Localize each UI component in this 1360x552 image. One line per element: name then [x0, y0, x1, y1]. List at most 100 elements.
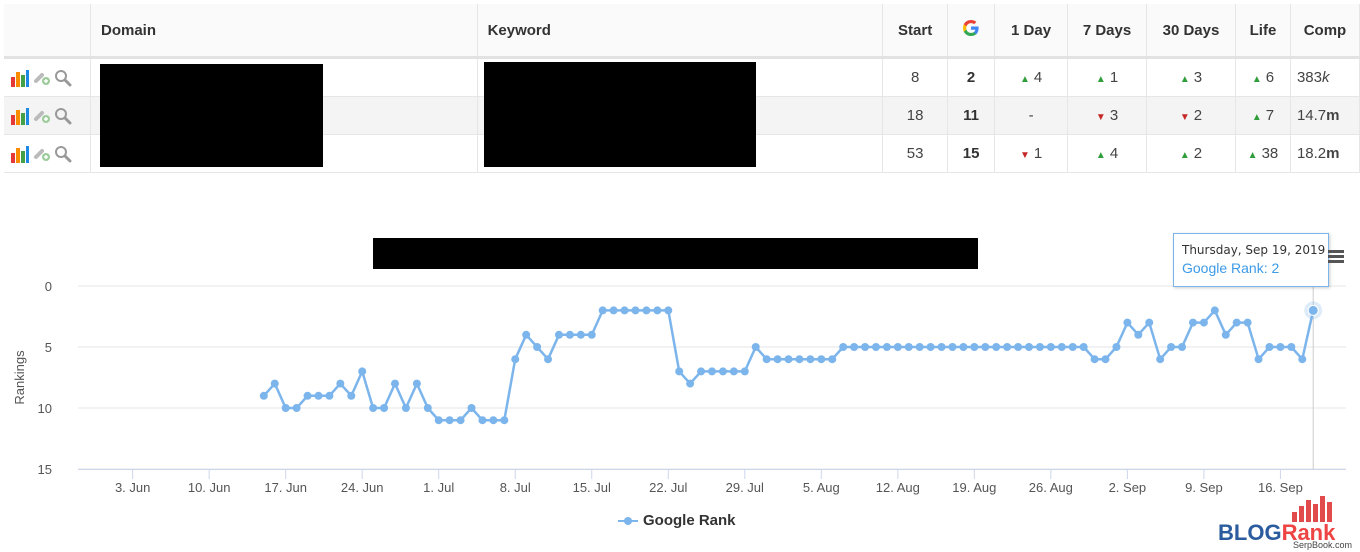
data-point: [1090, 355, 1099, 364]
change-value: 1: [1109, 69, 1119, 86]
header-30days[interactable]: 30 Days: [1146, 4, 1236, 59]
data-point: [1167, 343, 1176, 351]
x-tick-label: 24. Jun: [341, 480, 384, 495]
change-value: 1: [1033, 145, 1043, 162]
change-value: -: [1028, 107, 1034, 124]
data-point: [1003, 343, 1012, 351]
change-7days-cell: ▲ 1: [1067, 57, 1148, 97]
header-google[interactable]: [947, 4, 996, 59]
domain-redacted: [100, 64, 323, 167]
x-tick-label: 15. Jul: [573, 480, 611, 495]
data-point: [850, 343, 859, 351]
data-point: [708, 367, 716, 376]
google-rank-cell: 2: [947, 57, 996, 97]
row-actions: [4, 96, 91, 135]
data-point: [412, 379, 421, 388]
start-cell: 8: [882, 57, 949, 97]
data-point: [664, 306, 673, 315]
data-point: [751, 343, 760, 351]
add-link-icon[interactable]: [33, 107, 51, 125]
change-30days-cell: ▲ 3: [1146, 57, 1236, 97]
data-point: [1101, 355, 1110, 364]
actions-header: [4, 4, 91, 59]
data-point: [1287, 343, 1296, 351]
data-point: [1199, 318, 1208, 327]
change-1day-cell: ▲ 4: [994, 57, 1069, 97]
data-point: [478, 416, 487, 425]
tooltip-date: Thursday, Sep 19, 2019: [1182, 243, 1326, 257]
data-point: [620, 306, 629, 315]
data-point: [784, 355, 793, 364]
x-tick-label: 3. Jun: [115, 480, 150, 495]
header-7days[interactable]: 7 Days: [1067, 4, 1148, 59]
up-arrow-icon: ▲: [1251, 74, 1262, 85]
data-point: [762, 355, 771, 364]
data-point: [893, 343, 902, 351]
x-tick-label: 19. Aug: [952, 480, 996, 495]
start-cell: 53: [882, 134, 949, 173]
add-link-icon[interactable]: [33, 69, 51, 87]
google-rank-cell: 15: [947, 134, 996, 173]
y-tick-label: 10: [38, 401, 52, 416]
down-arrow-icon: ▼: [1019, 150, 1030, 161]
data-point: [839, 343, 848, 351]
change-value: 4: [1109, 145, 1119, 162]
bar-chart-icon[interactable]: [10, 145, 30, 163]
data-point: [401, 404, 410, 412]
data-point: [1232, 318, 1241, 327]
data-point: [1265, 343, 1274, 351]
x-tick-label: 10. Jun: [188, 480, 231, 495]
data-point: [1276, 343, 1285, 351]
x-tick-label: 9. Sep: [1185, 480, 1223, 495]
data-point: [1123, 318, 1132, 327]
data-point: [1134, 330, 1143, 339]
bar-chart-icon[interactable]: [10, 69, 30, 87]
data-point: [740, 367, 749, 376]
data-point: [380, 404, 389, 412]
row-actions: [4, 134, 91, 173]
data-point: [576, 330, 585, 339]
chart-title-redacted: [373, 238, 978, 269]
header-domain[interactable]: Domain: [90, 4, 478, 59]
data-point: [1014, 343, 1023, 351]
data-point: [882, 343, 891, 351]
data-point: [1188, 318, 1197, 327]
magnifier-icon[interactable]: [54, 107, 72, 125]
data-point: [1025, 343, 1033, 351]
header-life[interactable]: Life: [1235, 4, 1291, 59]
data-point: [729, 367, 738, 376]
change-value: 6: [1265, 69, 1275, 86]
data-point: [871, 343, 880, 351]
magnifier-icon[interactable]: [54, 145, 72, 163]
header-comp[interactable]: Comp: [1290, 4, 1360, 59]
add-link-icon[interactable]: [33, 145, 51, 163]
data-point: [281, 404, 290, 412]
data-point: [1145, 318, 1154, 327]
x-tick-label: 26. Aug: [1029, 480, 1073, 495]
watermark-brand: BLOGRank: [1218, 520, 1336, 545]
chart-legend-item[interactable]: Google Rank: [618, 512, 736, 529]
rank-history-chart: 0 5 10 15 3. Jun 10. Jun 17. Jun 24. Jun 1. Jul 8…: [12, 256, 1346, 495]
data-point: [773, 355, 782, 364]
x-tick-label: 1. Jul: [423, 480, 454, 495]
data-point: [937, 343, 946, 351]
magnifier-icon[interactable]: [54, 69, 72, 87]
data-point: [314, 391, 323, 400]
up-arrow-icon: ▲: [1019, 74, 1030, 85]
data-point: [653, 306, 662, 315]
data-point: [292, 404, 301, 412]
data-point: [904, 343, 913, 351]
header-start[interactable]: Start: [882, 4, 949, 59]
data-point: [587, 330, 596, 339]
data-point: [675, 367, 684, 376]
header-1day[interactable]: 1 Day: [994, 4, 1069, 59]
header-keyword[interactable]: Keyword: [477, 4, 884, 59]
watermark-logo: BLOGRank SerpBook.com: [1218, 492, 1358, 550]
y-tick-label: 15: [38, 462, 52, 477]
hamburger-menu-icon[interactable]: [1328, 250, 1344, 264]
change-value: 7: [1265, 107, 1275, 124]
up-arrow-icon: ▲: [1251, 112, 1262, 123]
data-point: [686, 379, 695, 388]
bar-chart-icon[interactable]: [10, 107, 30, 125]
data-point: [565, 330, 574, 339]
